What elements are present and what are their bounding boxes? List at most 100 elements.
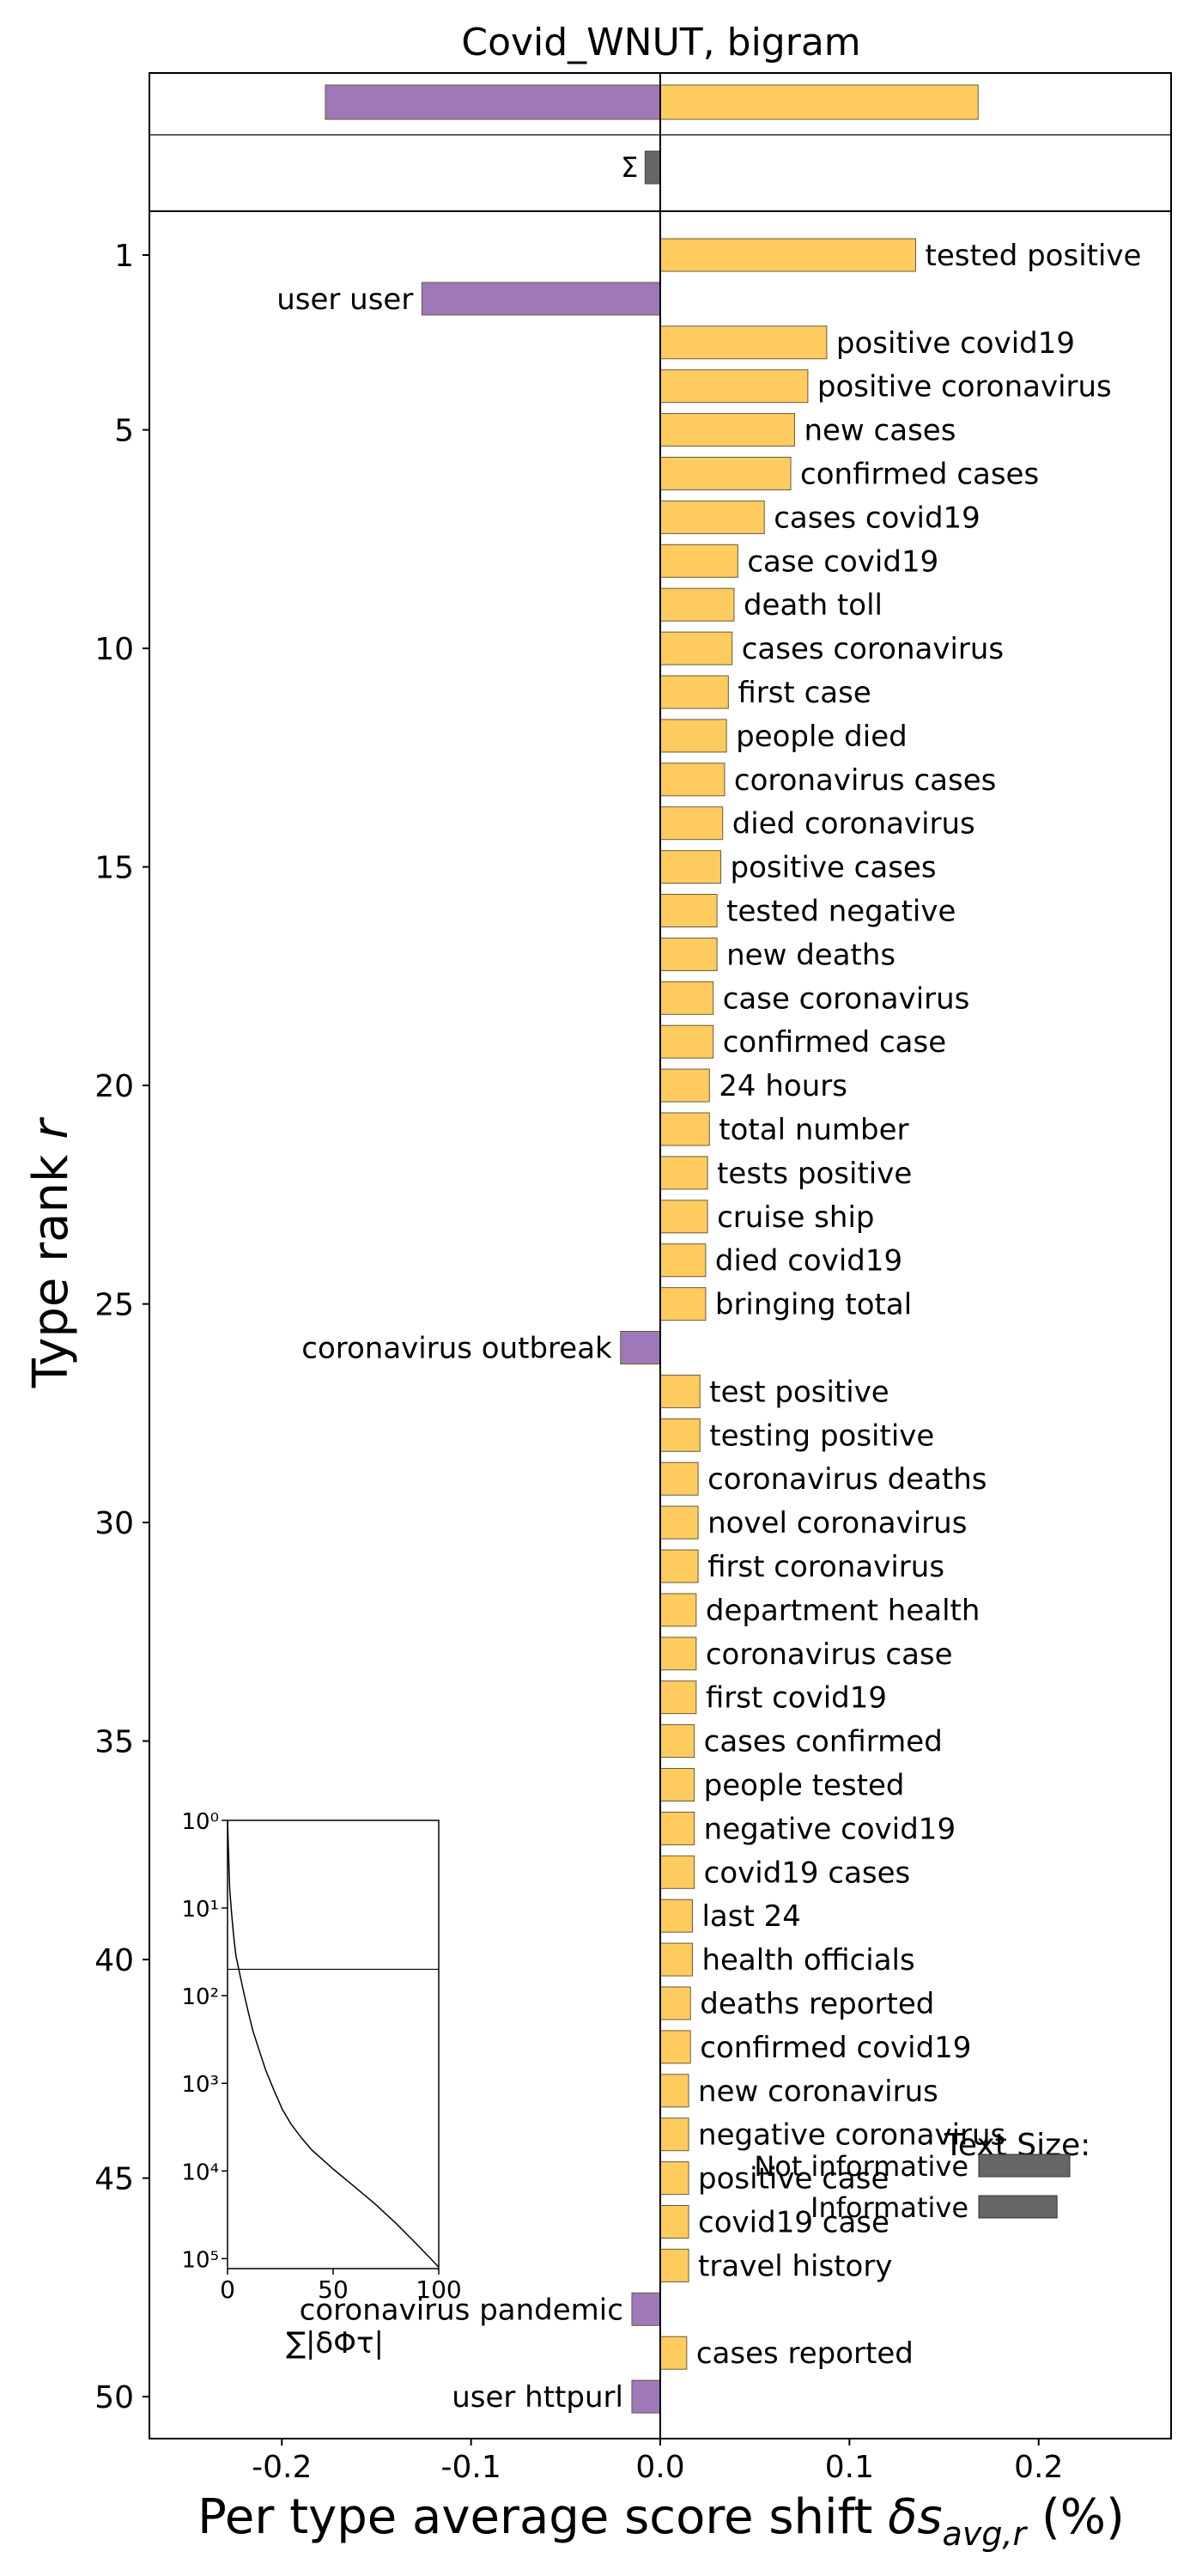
bar-label: died covid19 <box>715 1244 902 1279</box>
summary-negative-bar <box>325 84 661 120</box>
x-tick-label: -0.2 <box>252 2450 312 2485</box>
bar-label: 24 hours <box>719 1069 847 1103</box>
bar-label: negative coronavirus <box>698 2118 1005 2153</box>
y-tick-label: 20 <box>94 1069 134 1104</box>
bar-label: user httpurl <box>452 2380 623 2415</box>
legend-entry-label: Informative <box>810 2191 968 2224</box>
y-axis-title: Type rank r <box>23 1117 79 1389</box>
bar-label: cases covid19 <box>774 501 980 535</box>
bar <box>659 1287 707 1321</box>
x-axis-title: Per type average score shift δsavg,r (%) <box>197 2489 1125 2553</box>
bar-label: coronavirus case <box>706 1637 953 1672</box>
bar <box>659 1593 697 1627</box>
bar-label: tests positive <box>717 1157 912 1191</box>
bar-label: covid19 case <box>698 2206 889 2240</box>
bar-label: coronavirus cases <box>734 763 996 798</box>
bar <box>659 675 729 709</box>
inset-x-tick-label: 50 <box>318 2275 349 2304</box>
inset-curve <box>227 1820 440 2268</box>
bar <box>659 2117 689 2152</box>
x-axis: -0.2 -0.1 0.0 0.1 0.2 <box>252 2439 1063 2485</box>
bar <box>659 1637 697 1671</box>
bar <box>659 1811 695 1845</box>
bar-label: deaths reported <box>700 1987 934 2021</box>
bar-label: confirmed case <box>723 1025 946 1060</box>
bar-label: cases reported <box>696 2336 914 2371</box>
bar <box>659 413 795 447</box>
bar <box>659 2161 689 2196</box>
bar <box>659 1156 708 1190</box>
summary-positive-bar <box>659 84 979 120</box>
bar <box>659 850 722 884</box>
chart-title: Covid_WNUT, bigram <box>461 21 860 64</box>
bar <box>659 2074 689 2108</box>
bar-label: last 24 <box>701 1899 800 1934</box>
inset-y-tick-label: 10⁴ <box>181 2160 219 2185</box>
bar-label: first case <box>738 676 871 710</box>
bar-label: positive cases <box>731 851 937 885</box>
bar <box>659 1768 695 1801</box>
bar-label: testing positive <box>709 1419 934 1453</box>
legend-swatch <box>978 2154 1071 2178</box>
bar <box>659 587 735 622</box>
bar <box>659 369 809 404</box>
bar <box>659 762 725 797</box>
bar <box>659 2030 691 2064</box>
bar <box>659 631 733 665</box>
bar-label: positive covid19 <box>836 326 1075 361</box>
summary-sum-bar <box>644 150 661 185</box>
bar <box>659 2205 689 2239</box>
bar-label: death toll <box>744 588 883 623</box>
bar <box>659 1942 693 1977</box>
inset-y-tick-label: 10³ <box>181 2072 219 2098</box>
bar-label: cases confirmed <box>704 1725 943 1759</box>
bar-label: new coronavirus <box>698 2075 938 2109</box>
x-tick-label: 0.0 <box>635 2450 684 2485</box>
bar <box>659 1724 695 1759</box>
bar-label: people died <box>736 720 908 754</box>
bar <box>631 2292 661 2326</box>
bar <box>620 1331 661 1364</box>
x-tick-label: 0.1 <box>825 2450 874 2485</box>
bar-label: user user <box>276 283 413 317</box>
bar <box>659 981 714 1015</box>
bar-label: positive case <box>698 2162 889 2196</box>
bar-label: tested positive <box>926 239 1142 273</box>
bar <box>659 1068 710 1103</box>
y-tick-label: 40 <box>94 1943 134 1978</box>
inset-x-tick-label: 100 <box>416 2275 461 2304</box>
bar <box>659 1986 691 2020</box>
bar <box>659 1505 699 1540</box>
y-tick-label: 5 <box>114 414 134 449</box>
legend-swatch <box>978 2195 1058 2219</box>
bar-label: people tested <box>704 1769 905 1803</box>
y-tick-label: 25 <box>94 1288 134 1323</box>
inset-y-tick-label: 10² <box>181 1984 219 2010</box>
y-tick-label: 30 <box>94 1506 134 1541</box>
bar <box>659 1418 701 1452</box>
bar <box>659 238 916 272</box>
bar-label: new cases <box>804 414 956 448</box>
bar-label: died coronavirus <box>732 807 975 841</box>
bar <box>659 894 718 927</box>
bar-label: first covid19 <box>706 1681 887 1716</box>
bar-label: total number <box>719 1113 908 1147</box>
x-tick-label: -0.1 <box>441 2450 501 2485</box>
bar <box>659 457 792 490</box>
bar <box>659 325 828 360</box>
y-tick-label: 50 <box>94 2380 134 2415</box>
bar-label: cases coronavirus <box>742 632 1004 666</box>
bar-label: department health <box>706 1594 980 1628</box>
y-tick-label: 35 <box>94 1725 134 1760</box>
bar-label: positive coronavirus <box>817 370 1112 404</box>
legend-entry-label: Not informative <box>754 2150 968 2183</box>
inset-frame <box>227 1820 440 2269</box>
bar-label: test positive <box>709 1375 889 1409</box>
bar-label: new deaths <box>726 938 895 972</box>
bar <box>659 937 718 971</box>
summary-panel: Σ <box>325 84 979 185</box>
